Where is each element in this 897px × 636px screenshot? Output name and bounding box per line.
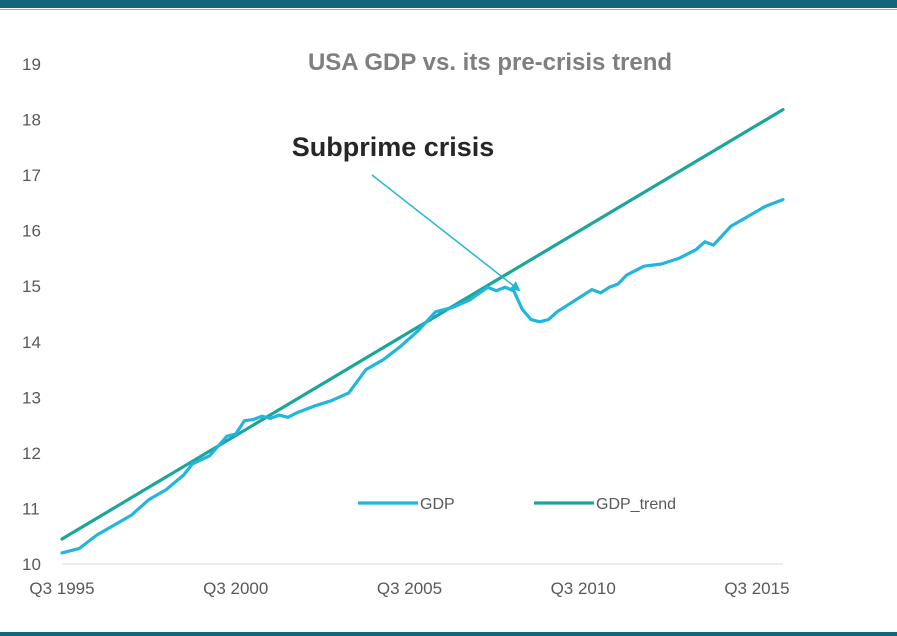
y-tick-label: 19 <box>22 55 41 74</box>
x-tick-label: Q3 2010 <box>551 579 616 598</box>
x-tick-label: Q3 2015 <box>724 579 789 598</box>
x-tick-label: Q3 2000 <box>203 579 268 598</box>
y-tick-label: 18 <box>22 111 41 130</box>
annotation-arrow <box>371 174 521 292</box>
annotation-label: Subprime crisis <box>292 132 495 162</box>
y-tick-label: 15 <box>22 277 41 296</box>
y-tick-label: 14 <box>22 333 41 352</box>
y-tick-label: 10 <box>22 555 41 574</box>
header-rule <box>0 9 897 10</box>
footer-band <box>0 632 897 636</box>
y-tick-label: 11 <box>22 499 40 518</box>
y-tick-label: 17 <box>22 166 41 185</box>
y-tick-label: 16 <box>22 222 41 241</box>
x-tick-label: Q3 2005 <box>377 579 442 598</box>
y-tick-label: 12 <box>22 444 41 463</box>
series-line-gdp <box>60 198 785 555</box>
y-tick-label: 13 <box>22 388 41 407</box>
legend-label: GDP <box>420 496 455 513</box>
header-band <box>0 0 897 8</box>
x-tick-label: Q3 1995 <box>29 579 94 598</box>
chart-title: USA GDP vs. its pre-crisis trend <box>308 49 672 76</box>
legend-label: GDP_trend <box>596 496 676 513</box>
